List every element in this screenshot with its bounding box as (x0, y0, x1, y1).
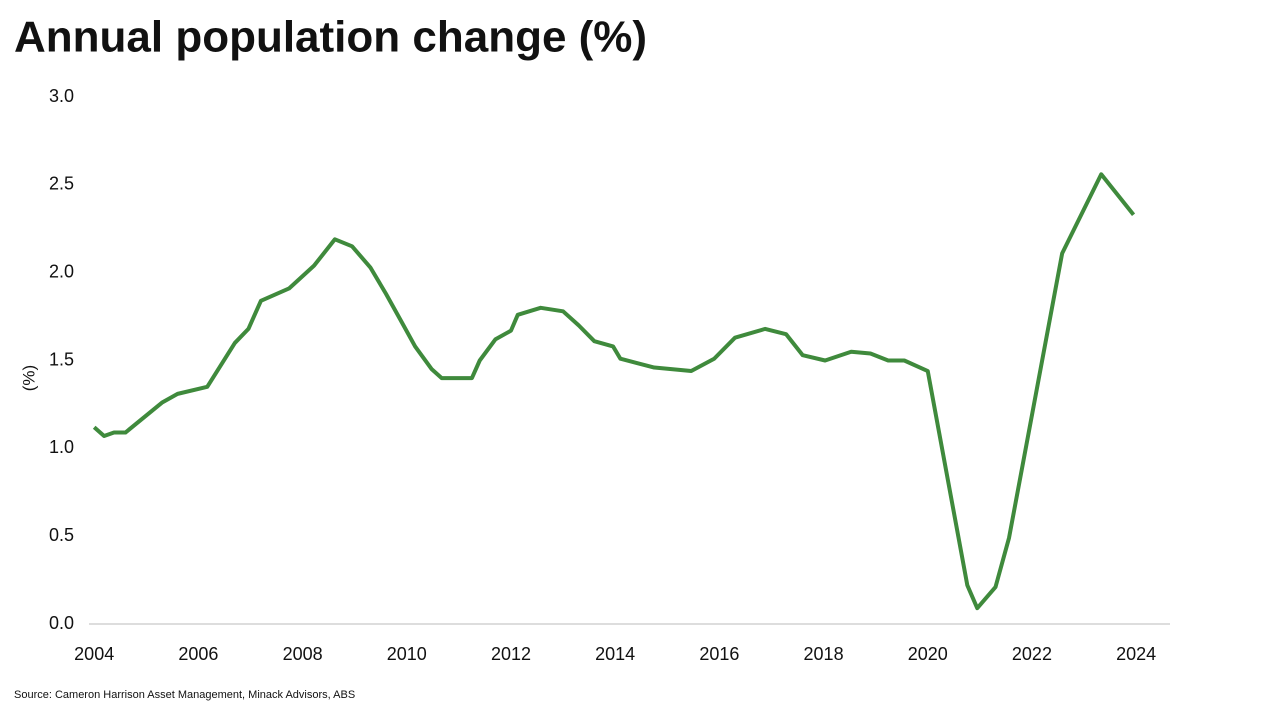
x-tick-label: 2018 (804, 644, 844, 664)
x-tick-label: 2020 (908, 644, 948, 664)
chart-title: Annual population change (%) (14, 13, 647, 62)
y-tick-label: 2.0 (49, 261, 74, 281)
source-note: Source: Cameron Harrison Asset Managemen… (14, 689, 355, 701)
y-axis-label: (%) (19, 365, 38, 391)
x-tick-label: 2006 (178, 644, 218, 664)
x-tick-label: 2014 (595, 644, 635, 664)
x-tick-label: 2012 (491, 644, 531, 664)
y-tick-label: 1.5 (49, 349, 74, 369)
y-tick-label: 1.0 (49, 437, 74, 457)
x-tick-label: 2010 (387, 644, 427, 664)
y-tick-label: 2.5 (49, 174, 74, 194)
x-tick-label: 2004 (74, 644, 114, 664)
x-tick-label: 2022 (1012, 644, 1052, 664)
y-tick-label: 0.5 (49, 525, 74, 545)
x-tick-label: 2008 (283, 644, 323, 664)
x-tick-label: 2024 (1116, 644, 1156, 664)
data-line (92, 172, 1136, 611)
y-tick-label: 0.0 (49, 613, 74, 633)
y-tick-label: 3.0 (49, 86, 74, 106)
x-tick-label: 2016 (699, 644, 739, 664)
